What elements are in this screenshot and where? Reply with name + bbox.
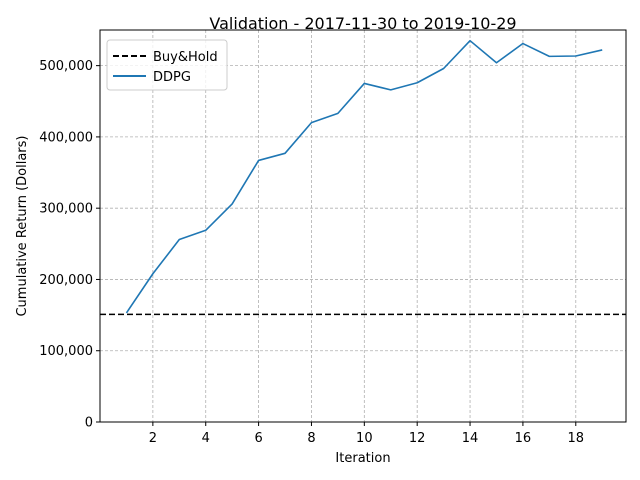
series-layer bbox=[100, 39, 626, 316]
y-tick-label: 300,000 bbox=[39, 202, 93, 217]
series-line-ddpg bbox=[125, 39, 603, 314]
x-tick-label: 18 bbox=[568, 431, 585, 446]
legend: Buy&Hold DDPG bbox=[106, 39, 228, 91]
x-tick-label: 10 bbox=[356, 431, 373, 446]
x-tick-label: 4 bbox=[202, 431, 210, 446]
y-tick-label: 400,000 bbox=[39, 130, 93, 145]
x-tick-label: 12 bbox=[409, 431, 426, 446]
x-axis: 2 4 6 8 10 12 14 16 18 bbox=[149, 422, 584, 446]
y-tick-label: 200,000 bbox=[39, 273, 93, 288]
y-tick-label: 100,000 bbox=[39, 344, 93, 359]
legend-box bbox=[106, 39, 228, 91]
y-tick-label: 500,000 bbox=[39, 59, 93, 74]
x-tick-label: 6 bbox=[254, 431, 262, 446]
y-axis-label: Cumulative Return (Dollars) bbox=[15, 135, 30, 316]
x-tick-label: 14 bbox=[462, 431, 479, 446]
x-tick-label: 16 bbox=[515, 431, 532, 446]
x-axis-label: Iteration bbox=[335, 451, 390, 466]
x-tick-label: 8 bbox=[307, 431, 315, 446]
y-axis: 0 100,000 200,000 300,000 400,000 500,000 bbox=[39, 59, 100, 431]
x-tick-label: 2 bbox=[149, 431, 157, 446]
plot-frame bbox=[99, 29, 627, 423]
chart-title: Validation - 2017-11-30 to 2019-10-29 bbox=[209, 14, 516, 33]
legend-label-ddpg: DDPG bbox=[153, 70, 191, 85]
y-tick-label: 0 bbox=[85, 416, 93, 431]
legend-label-buy-hold: Buy&Hold bbox=[153, 50, 218, 65]
